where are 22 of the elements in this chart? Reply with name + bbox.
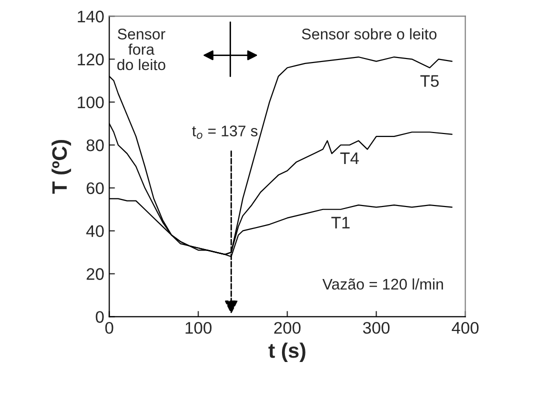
series-label: T4 [340,152,359,164]
annotation: t$_{o}$ = 137 s [192,126,258,139]
y-tick-label: 80 [86,139,104,152]
y-axis-title: T (ºC) [52,140,72,194]
x-tick-label: 300 [363,322,390,334]
x-tick-label: 200 [274,322,301,334]
annotation: Vazão = 120 l/min [322,278,443,290]
x-tick-label: 400 [452,322,479,334]
y-tick-label: 140 [78,10,104,22]
y-tick-label: 20 [86,268,104,280]
x-axis-title: t (s) [268,342,306,362]
annotation: Sensor fora do leito [117,28,166,70]
series-label: T5 [420,75,439,87]
y-tick-label: 120 [78,54,104,66]
y-tick-label: 100 [78,96,104,108]
y-tick-label: 60 [86,182,104,194]
y-tick-label: 0 [96,311,104,323]
x-tick-label: 0 [105,322,114,334]
x-tick-label: 100 [186,322,212,334]
y-tick-label: 40 [86,225,104,238]
annotation: Sensor sobre o leito [302,28,436,40]
series-label: T1 [331,216,350,228]
